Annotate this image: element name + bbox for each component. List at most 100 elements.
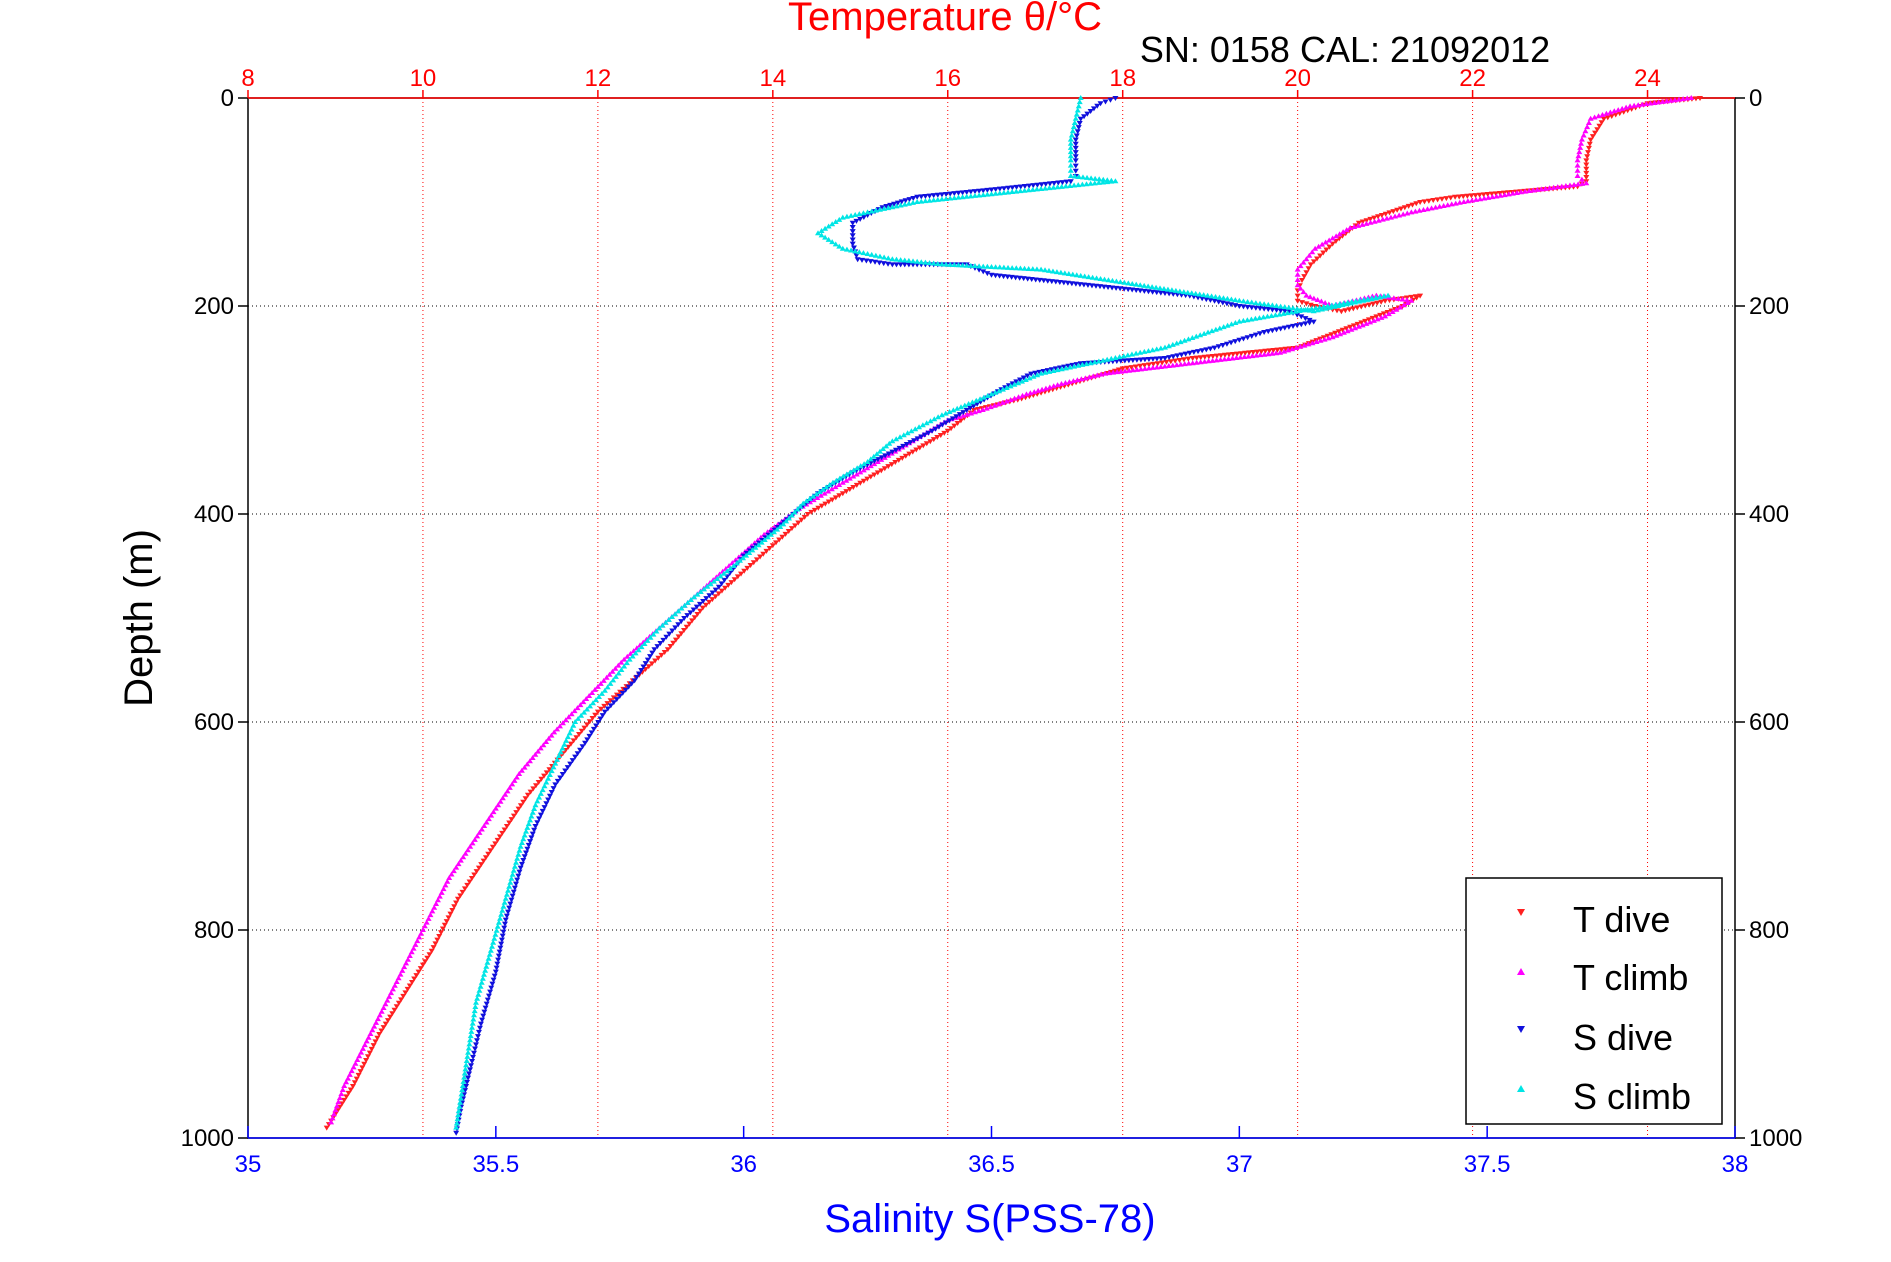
trace-point [1344, 299, 1351, 305]
data-point [909, 449, 916, 455]
trace-point [1359, 221, 1366, 227]
trace-point [373, 1019, 380, 1025]
trace-point [598, 706, 605, 712]
trace-point [880, 261, 887, 267]
trace-point [1598, 120, 1605, 126]
trace-point [1252, 332, 1259, 338]
trace-point [1612, 112, 1619, 118]
trace-point [1189, 335, 1196, 341]
depth-tick-label-left: 600 [194, 709, 234, 736]
trace-point [575, 715, 582, 721]
trace-point [331, 1111, 338, 1117]
trace-point [1075, 182, 1082, 188]
trace-point [529, 809, 536, 815]
trace-point [457, 893, 464, 899]
trace-point [794, 506, 801, 512]
trace-point [684, 613, 691, 619]
trace-point [1351, 223, 1358, 229]
trace-point [344, 1075, 351, 1081]
trace-point [1161, 363, 1168, 369]
trace-point [980, 394, 987, 400]
trace-point [696, 601, 703, 607]
trace-point [1157, 345, 1164, 351]
trace-point [443, 919, 450, 925]
trace-point [462, 1088, 469, 1094]
trace-point [683, 624, 690, 630]
trace-point [510, 867, 517, 873]
data-point [889, 449, 896, 455]
trace-point [681, 628, 688, 633]
trace-point [1141, 282, 1148, 288]
trace-point [1215, 299, 1222, 305]
trace-point [1080, 282, 1087, 288]
trace-point [1153, 346, 1160, 352]
trace-point [1003, 385, 1010, 390]
trace-point [618, 659, 625, 665]
trace-point [1509, 190, 1516, 196]
trace-point [657, 640, 664, 646]
trace-point [942, 420, 949, 426]
trace-point [464, 847, 471, 853]
trace-point [1153, 356, 1160, 362]
trace-point [665, 616, 672, 622]
trace-point [1485, 194, 1492, 200]
trace-point [1075, 362, 1082, 368]
trace-point [1585, 119, 1592, 125]
trace-point [948, 426, 955, 432]
trace-point [1619, 105, 1626, 111]
trace-point [1054, 382, 1061, 388]
trace-point [347, 1087, 354, 1093]
trace-point [1072, 145, 1079, 151]
salinity-axis-title: Salinity S(PSS-78) [824, 1197, 1155, 1241]
trace-point [859, 257, 866, 263]
trace-point [506, 820, 513, 826]
data-point [874, 470, 881, 476]
trace-point [1305, 266, 1312, 272]
trace-point [473, 1042, 480, 1048]
trace-point [1534, 186, 1541, 192]
trace-point [1299, 300, 1306, 306]
trace-point [457, 1095, 464, 1101]
trace-point [885, 255, 892, 261]
trace-point [498, 937, 505, 943]
data-point [1058, 381, 1065, 386]
trace-point [983, 405, 990, 411]
trace-point [1117, 279, 1124, 285]
trace-point [1060, 280, 1067, 286]
trace-point [1196, 291, 1203, 297]
trace-point [1205, 354, 1212, 360]
trace-point [1639, 101, 1646, 107]
trace-point [1300, 307, 1307, 313]
trace-point [764, 534, 771, 540]
trace-point [1325, 335, 1332, 341]
trace-point [992, 389, 999, 395]
trace-point [889, 204, 896, 210]
trace-point [954, 405, 961, 411]
trace-point [638, 644, 645, 650]
trace-point [1203, 347, 1210, 353]
trace-point [1409, 202, 1416, 208]
trace-point [868, 208, 875, 214]
trace-point [1273, 327, 1280, 333]
trace-point [1277, 303, 1284, 309]
trace-point [604, 684, 611, 690]
trace-point [484, 997, 491, 1003]
trace-point [555, 753, 562, 759]
trace-point [494, 923, 501, 929]
trace-point [436, 933, 443, 939]
trace-point [1692, 96, 1699, 102]
trace-point [808, 509, 815, 515]
trace-point [706, 593, 713, 599]
trace-point [389, 1011, 396, 1017]
trace-point [1067, 167, 1074, 173]
trace-point [738, 571, 745, 577]
trace-point [1582, 128, 1589, 134]
trace-point [792, 523, 799, 529]
trace-point [854, 465, 861, 471]
trace-point [941, 430, 948, 436]
trace-point [445, 915, 452, 921]
trace-point [471, 1050, 478, 1056]
trace-point [464, 1053, 471, 1059]
trace-point [1098, 371, 1105, 377]
trace-point [743, 552, 750, 558]
